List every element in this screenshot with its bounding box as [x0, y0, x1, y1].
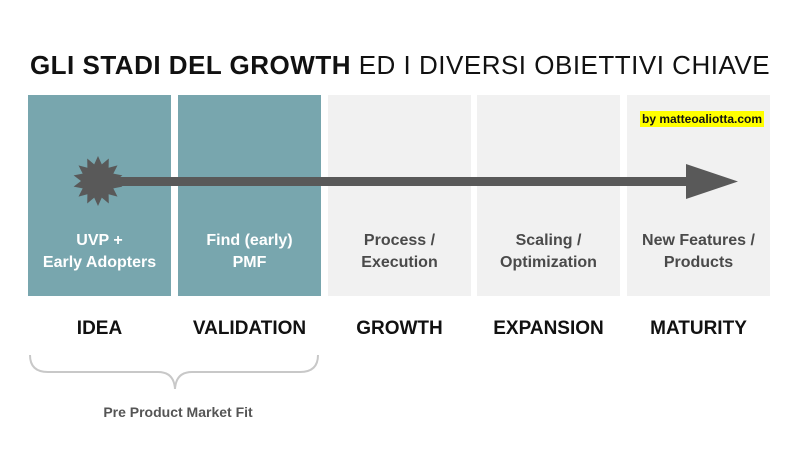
column-description: Scaling / Optimization [500, 232, 597, 271]
watermark-label: by matteoaliotta.com [640, 111, 765, 127]
stage-label-growth: GROWTH [356, 318, 443, 339]
title-bold: GLI STADI DEL GROWTH [29, 50, 351, 80]
brace-icon [29, 354, 319, 390]
starburst-icon [73, 156, 123, 206]
stage-column-validation: Find (early) PMF [178, 95, 321, 296]
stage-column-growth: Process / Execution [328, 95, 471, 296]
column-description: Process / Execution [361, 232, 438, 271]
stage-label-idea: IDEA [76, 318, 123, 339]
progress-arrow-head [686, 164, 738, 199]
stage-column-maturity: New Features / Products [627, 95, 770, 296]
column-description: UVP + Early Adopters [42, 232, 157, 271]
title-light: ED I DIVERSI OBIETTIVI CHIAVE [358, 50, 771, 80]
stage-column-idea: UVP + Early Adopters [28, 95, 171, 296]
progress-arrow-shaft [98, 177, 693, 186]
column-description: New Features / Products [642, 232, 755, 271]
stage-column-expansion: Scaling / Optimization [477, 95, 620, 296]
column-description: Find (early) PMF [206, 232, 293, 271]
stage-label-maturity: MATURITY [650, 318, 747, 339]
page-title: GLI STADI DEL GROWTH ED I DIVERSI OBIETT… [0, 50, 800, 81]
stage-label-validation: VALIDATION [192, 318, 307, 339]
brace-label: Pre Product Market Fit [103, 404, 253, 420]
stage-label-expansion: EXPANSION [493, 318, 604, 339]
